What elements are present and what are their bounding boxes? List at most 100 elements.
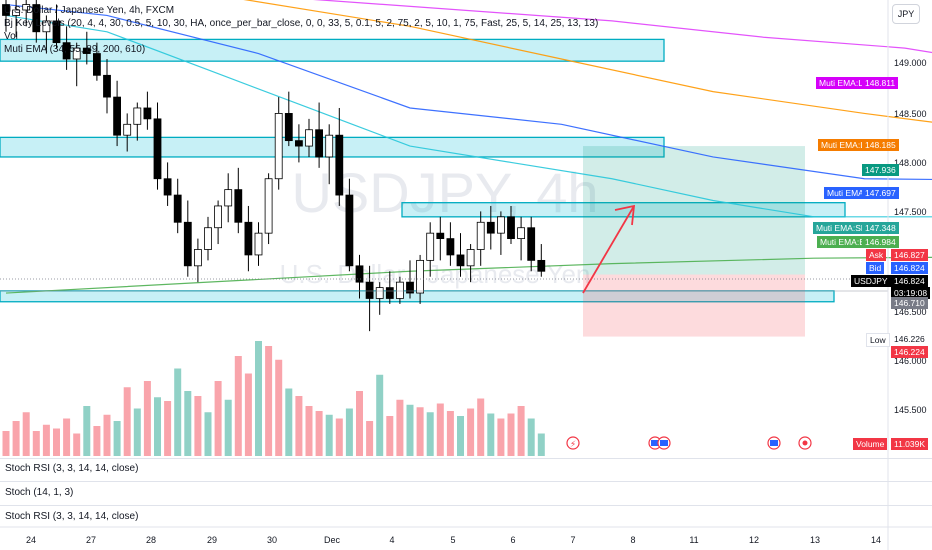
- legend-bj-key-levels[interactable]: Bj Key Levels (20, 4, 4, 30, 0.5, 5, 10,…: [4, 18, 599, 29]
- volume-bar: [83, 406, 91, 456]
- volume-bar: [477, 398, 485, 456]
- volume-bar: [315, 411, 323, 456]
- volume-bar: [345, 408, 353, 456]
- last-price-value: 146.824: [891, 275, 928, 287]
- volume-bar: [366, 421, 374, 456]
- volume-bar: [154, 397, 161, 456]
- y-tick: 148.000: [894, 158, 927, 168]
- candle-body: [173, 194, 182, 223]
- ask-value: 146.827: [891, 249, 928, 261]
- candles: [2, 0, 546, 332]
- candle-body: [406, 281, 414, 294]
- event-icons[interactable]: ⚡: [566, 436, 812, 450]
- candle-body: [82, 47, 91, 54]
- candle-body: [355, 265, 364, 283]
- ask-label: Ask: [866, 249, 887, 261]
- prev-close-value: 146.710: [891, 297, 928, 309]
- candle-body: [234, 189, 243, 223]
- ema-longest-value: 148.811: [862, 77, 899, 89]
- position-target-zone: [583, 146, 805, 275]
- candle-body: [345, 194, 354, 267]
- volume-bar: [487, 413, 495, 456]
- low-label: Low: [866, 333, 890, 347]
- currency-selector[interactable]: JPY: [892, 4, 920, 24]
- candle-body: [183, 221, 192, 267]
- y-tick: 145.500: [894, 405, 927, 415]
- candle-body: [426, 232, 435, 261]
- volume-bar: [275, 359, 283, 456]
- bid-value: 146.824: [891, 262, 928, 274]
- volume-bar: [194, 396, 202, 456]
- legend-muti-ema[interactable]: Muti EMA (34, 55, 89, 200, 610): [4, 44, 146, 55]
- pane-separator[interactable]: [0, 481, 932, 482]
- ema-line: [5, 3, 932, 181]
- stoch-rsi-pane-label[interactable]: Stoch RSI (3, 3, 14, 14, close): [5, 463, 139, 474]
- ema-line: [243, 0, 932, 123]
- candle-body: [294, 140, 303, 147]
- y-tick: 146.500: [894, 307, 927, 317]
- candle-body: [496, 216, 505, 234]
- pane-separator[interactable]: [0, 458, 932, 459]
- symbol-label: USDJPY: [851, 275, 891, 287]
- x-tick: 14: [870, 535, 882, 545]
- volume-bar: [214, 381, 222, 456]
- x-tick: 28: [145, 535, 157, 545]
- volume-bar: [416, 407, 424, 456]
- volume-bar: [517, 406, 525, 456]
- candle-body: [32, 4, 41, 33]
- legend-volume[interactable]: Vol: [4, 31, 18, 42]
- volume-bar: [436, 403, 444, 456]
- candle-body: [224, 189, 233, 207]
- long-position-tool[interactable]: [583, 146, 805, 337]
- volume-bar: [265, 346, 273, 456]
- volume-bar: [507, 413, 515, 456]
- y-tick: 147.500: [894, 207, 927, 217]
- volume-bar: [143, 381, 151, 456]
- volume-bar: [376, 374, 384, 456]
- volume-bar: [204, 412, 212, 456]
- candle-body: [193, 249, 202, 267]
- dividend-lightning-icon: [566, 436, 580, 450]
- ema-lines: [5, 0, 932, 294]
- candle-body: [93, 53, 101, 76]
- legend-symbol[interactable]: U.S. Dollar / Japanese Yen, 4h, FXCM: [4, 5, 175, 16]
- candle-body: [103, 74, 111, 98]
- candle-body: [476, 221, 485, 250]
- x-tick: 27: [85, 535, 97, 545]
- x-tick: 29: [206, 535, 218, 545]
- x-tick: 8: [630, 535, 636, 545]
- stop-price-value: 146.224: [891, 346, 928, 358]
- ema-line: [5, 256, 932, 294]
- candle-body: [365, 281, 374, 299]
- volume-bar: [2, 431, 10, 456]
- volume-bar: [457, 416, 464, 456]
- candle-body: [143, 107, 152, 120]
- chart-legend: U.S. Dollar / Japanese Yen, 4h, FXCM Bj …: [4, 4, 598, 56]
- volume-bar: [113, 421, 121, 456]
- candle-body: [305, 129, 313, 147]
- candle-body: [456, 254, 465, 267]
- candle-body: [52, 20, 61, 44]
- candle-body: [264, 178, 273, 234]
- target-price-value: 147.936: [862, 164, 899, 176]
- volume-bar: [406, 404, 414, 456]
- candle-body: [123, 123, 132, 136]
- ema-banker-value: 146.984: [862, 236, 899, 248]
- stoch-rsi-pane-label-2[interactable]: Stoch RSI (3, 3, 14, 14, close): [5, 511, 139, 522]
- y-tick: 149.000: [894, 58, 927, 68]
- candle-body: [72, 47, 81, 60]
- volume-bar: [305, 406, 313, 456]
- candle-body: [214, 205, 223, 229]
- x-tick: 7: [570, 535, 576, 545]
- candle-body: [2, 4, 10, 16]
- bar-countdown: 03:19:08: [891, 287, 931, 299]
- candle-body: [163, 178, 172, 196]
- candle-body: [42, 20, 51, 33]
- stoch-pane-label[interactable]: Stoch (14, 1, 3): [5, 487, 74, 498]
- volume-bar: [537, 433, 545, 456]
- pane-separator[interactable]: [0, 505, 932, 506]
- volume-bar: [467, 408, 475, 456]
- volume-bar: [356, 391, 363, 456]
- projection-arrow[interactable]: [582, 204, 636, 294]
